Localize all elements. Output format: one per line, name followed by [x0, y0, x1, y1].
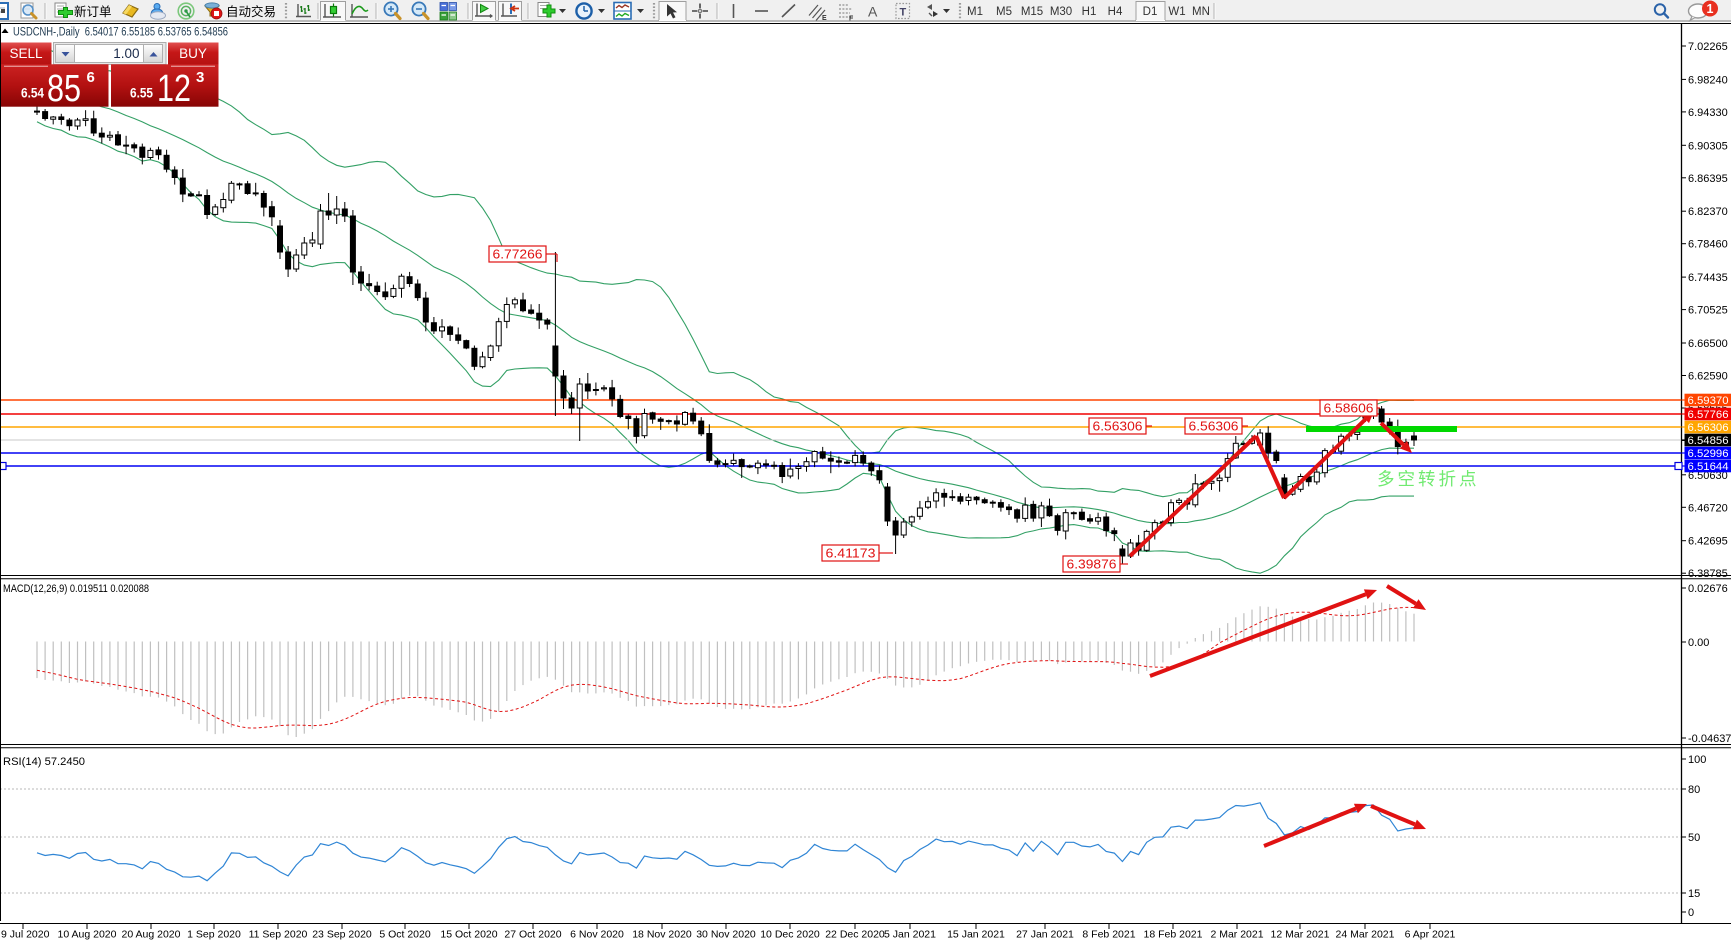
svg-text:2 Mar 2021: 2 Mar 2021	[1210, 929, 1263, 941]
svg-text:85: 85	[47, 68, 81, 110]
svg-text:8 Feb 2021: 8 Feb 2021	[1082, 929, 1135, 941]
svg-text:SELL: SELL	[9, 46, 43, 61]
svg-text:M15: M15	[1021, 6, 1043, 18]
svg-text:6.55: 6.55	[130, 86, 153, 101]
svg-text:6.77266: 6.77266	[493, 247, 543, 262]
svg-text:6.56306: 6.56306	[1688, 422, 1729, 434]
svg-text:50: 50	[1688, 832, 1700, 844]
svg-text:6.90305: 6.90305	[1688, 140, 1728, 152]
svg-text:9 Jul 2020: 9 Jul 2020	[1, 929, 50, 941]
svg-text:0: 0	[1688, 907, 1694, 919]
svg-text:6.51644: 6.51644	[1688, 461, 1729, 473]
svg-text:10 Dec 2020: 10 Dec 2020	[760, 929, 820, 941]
svg-text:H1: H1	[1082, 6, 1097, 18]
svg-text:0.02676: 0.02676	[1688, 583, 1728, 595]
svg-text:M5: M5	[996, 6, 1012, 18]
svg-text:6.58606: 6.58606	[1324, 401, 1374, 416]
svg-text:H4: H4	[1108, 6, 1123, 18]
svg-text:T: T	[900, 7, 907, 19]
svg-text:-0.046374: -0.046374	[1688, 733, 1731, 745]
svg-text:6.41173: 6.41173	[826, 546, 876, 561]
svg-text:15: 15	[1688, 888, 1700, 900]
svg-text:自动交易: 自动交易	[226, 4, 276, 19]
svg-text:5 Oct 2020: 5 Oct 2020	[379, 929, 431, 941]
svg-text:6.56306: 6.56306	[1093, 419, 1143, 434]
svg-text:BUY: BUY	[179, 46, 207, 61]
svg-text:18 Feb 2021: 18 Feb 2021	[1144, 929, 1203, 941]
svg-text:27 Jan 2021: 27 Jan 2021	[1016, 929, 1074, 941]
svg-text:6.94330: 6.94330	[1688, 107, 1728, 119]
svg-text:6.56306: 6.56306	[1189, 419, 1239, 434]
svg-text:12: 12	[157, 68, 191, 110]
svg-text:6.86395: 6.86395	[1688, 173, 1728, 185]
svg-text:6.42695: 6.42695	[1688, 536, 1728, 548]
svg-text:6.78460: 6.78460	[1688, 239, 1728, 251]
svg-text:3: 3	[196, 69, 204, 86]
svg-text:6.57766: 6.57766	[1688, 409, 1729, 421]
svg-text:6.66500: 6.66500	[1688, 338, 1728, 350]
svg-text:5 Jan 2021: 5 Jan 2021	[884, 929, 936, 941]
svg-text:多空转折点: 多空转折点	[1377, 469, 1480, 489]
svg-text:6.54856: 6.54856	[1688, 435, 1729, 447]
svg-text:6.39876: 6.39876	[1067, 557, 1117, 572]
svg-text:100: 100	[1688, 754, 1706, 766]
svg-text:6.38785: 6.38785	[1688, 568, 1728, 580]
svg-text:15 Oct 2020: 15 Oct 2020	[440, 929, 497, 941]
svg-text:6: 6	[87, 69, 95, 86]
svg-text:6.74435: 6.74435	[1688, 272, 1728, 284]
svg-text:27 Oct 2020: 27 Oct 2020	[504, 929, 561, 941]
svg-text:MACD(12,26,9) 0.019511 0.02008: MACD(12,26,9) 0.019511 0.020088	[3, 583, 149, 595]
svg-text:1 Sep 2020: 1 Sep 2020	[187, 929, 241, 941]
svg-text:新订单: 新订单	[74, 4, 112, 19]
svg-text:15 Jan 2021: 15 Jan 2021	[947, 929, 1005, 941]
svg-text:1: 1	[1707, 2, 1714, 16]
svg-text:W1: W1	[1168, 6, 1185, 18]
svg-text:6 Apr 2021: 6 Apr 2021	[1405, 929, 1456, 941]
svg-text:D1: D1	[1143, 6, 1158, 18]
svg-text:M1: M1	[967, 6, 983, 18]
svg-text:E: E	[822, 15, 827, 22]
svg-text:23 Sep 2020: 23 Sep 2020	[312, 929, 372, 941]
svg-text:M30: M30	[1050, 6, 1072, 18]
svg-text:6.82370: 6.82370	[1688, 206, 1728, 218]
svg-text:24 Mar 2021: 24 Mar 2021	[1336, 929, 1395, 941]
svg-text:10 Aug 2020: 10 Aug 2020	[58, 929, 117, 941]
svg-text:6.62590: 6.62590	[1688, 371, 1728, 383]
svg-text:RSI(14) 57.2450: RSI(14) 57.2450	[3, 756, 85, 768]
svg-text:USDCNH-,Daily 6.54017 6.55185: USDCNH-,Daily 6.54017 6.55185 6.53765 6.…	[13, 27, 228, 39]
svg-text:6 Nov 2020: 6 Nov 2020	[570, 929, 624, 941]
svg-text:0.00: 0.00	[1688, 637, 1709, 649]
svg-text:A: A	[868, 4, 878, 20]
svg-text:6.70525: 6.70525	[1688, 305, 1728, 317]
svg-text:6.52996: 6.52996	[1688, 448, 1729, 460]
svg-text:18 Nov 2020: 18 Nov 2020	[632, 929, 692, 941]
svg-text:6.54: 6.54	[21, 86, 44, 101]
svg-text:30 Nov 2020: 30 Nov 2020	[696, 929, 756, 941]
svg-text:11 Sep 2020: 11 Sep 2020	[249, 929, 308, 941]
svg-text:MN: MN	[1192, 6, 1210, 18]
svg-text:80: 80	[1688, 784, 1700, 796]
svg-text:6.59370: 6.59370	[1688, 395, 1729, 407]
svg-text:6.46720: 6.46720	[1688, 502, 1728, 514]
svg-text:20 Aug 2020: 20 Aug 2020	[122, 929, 181, 941]
svg-text:7.02265: 7.02265	[1688, 41, 1728, 53]
svg-text:6.98240: 6.98240	[1688, 74, 1728, 86]
svg-text:12 Mar 2021: 12 Mar 2021	[1271, 929, 1330, 941]
svg-text:1.00: 1.00	[113, 46, 139, 61]
svg-text:22 Dec 2020: 22 Dec 2020	[825, 929, 885, 941]
